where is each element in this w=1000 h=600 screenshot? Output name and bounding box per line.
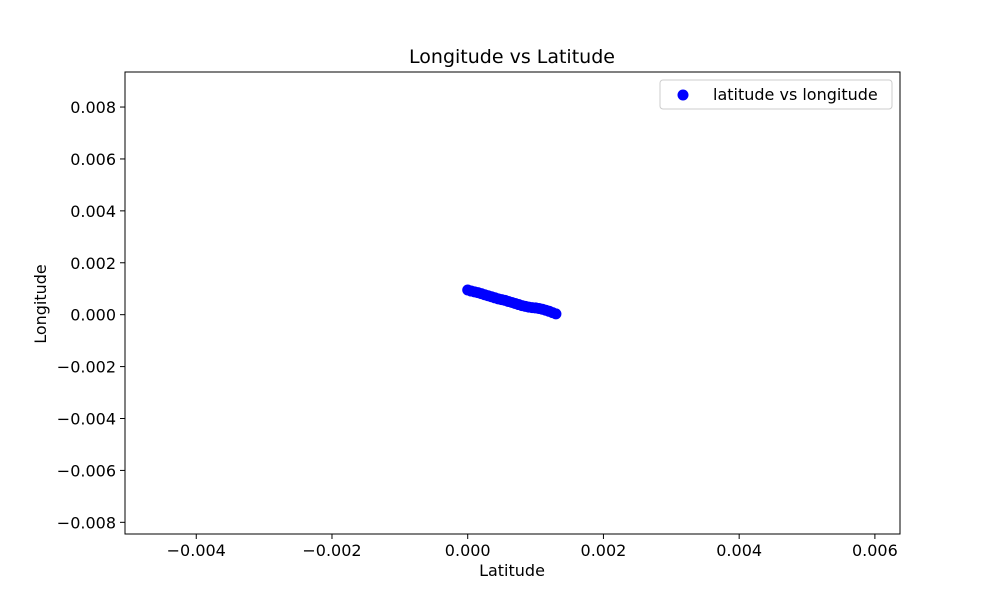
legend: latitude vs longitude	[659, 79, 893, 110]
legend-marker	[677, 89, 689, 101]
x-tick-label: 0.002	[581, 541, 627, 560]
x-axis-ticks: −0.004 −0.002 0.000 0.002 0.004 0.006	[167, 534, 898, 560]
y-axis-ticks: −0.008 −0.006 −0.004 −0.002 0.000 0.002 0.004 0…	[57, 98, 125, 532]
y-tick-label: 0.006	[70, 150, 116, 169]
scatter-point	[550, 308, 562, 320]
x-tick-label: 0.000	[445, 541, 491, 560]
y-tick-label: −0.002	[57, 358, 116, 377]
plot-area: −0.004 −0.002 0.000 0.002 0.004 0.006 −0.008−…	[57, 71, 901, 560]
chart-title: Longitude vs Latitude	[409, 46, 615, 68]
x-tick-label: −0.004	[167, 541, 226, 560]
y-axis-label: Longitude	[31, 264, 50, 344]
y-tick-label: 0.008	[70, 98, 116, 117]
y-tick-label: −0.004	[57, 410, 116, 429]
y-tick-label: 0.000	[70, 306, 116, 325]
y-tick-label: −0.008	[57, 513, 116, 532]
points-layer	[462, 284, 562, 320]
x-tick-label: 0.004	[716, 541, 762, 560]
y-tick-label: 0.002	[70, 254, 116, 273]
legend-box	[659, 79, 893, 110]
x-tick-label: −0.002	[302, 541, 361, 560]
legend-label: latitude vs longitude	[713, 85, 878, 104]
x-axis-label: Latitude	[479, 561, 545, 580]
y-tick-label: 0.004	[70, 202, 116, 221]
y-tick-label: −0.006	[57, 461, 116, 480]
x-tick-label: 0.006	[852, 541, 898, 560]
